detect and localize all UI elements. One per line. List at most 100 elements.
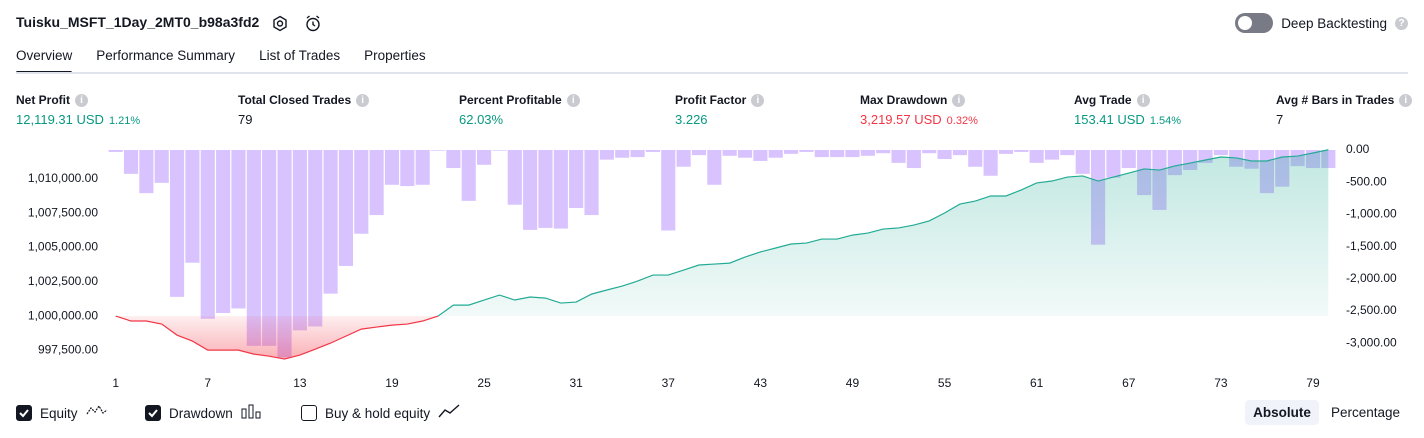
y2-tick-label: -3,000.00 (1346, 335, 1397, 349)
tab-bar: Overview Performance Summary List of Trade… (16, 48, 426, 74)
info-icon[interactable]: i (1136, 93, 1150, 107)
info-icon[interactable]: i (952, 93, 966, 107)
stat: Percent Profitable i 62.03% (459, 93, 580, 127)
tab[interactable]: Properties (364, 48, 426, 63)
x-tick-label: 31 (569, 376, 583, 390)
legend-glyph (86, 404, 107, 415)
stat-label-row: Avg # Bars in Trades i (1276, 93, 1413, 107)
x-tick-label: 13 (293, 376, 307, 390)
tab[interactable]: List of Trades (259, 48, 341, 63)
drawdown-bar (691, 150, 707, 156)
settings-icon[interactable] (273, 15, 287, 32)
x-tick-label: 61 (1030, 376, 1044, 390)
stat-value: 3.226 (675, 112, 708, 127)
toggle-knob (1238, 16, 1253, 30)
stat-value: 7 (1276, 112, 1284, 127)
stat-percent: 1.54% (1149, 115, 1182, 127)
stat-label: Avg # Bars in Trades (1276, 93, 1395, 107)
drawdown-bar (461, 150, 476, 201)
stat-value-row: 62.03% (459, 112, 580, 127)
check-mark (148, 409, 158, 418)
legend-icon (241, 404, 263, 422)
checkbox[interactable] (145, 405, 161, 421)
drawdown-bar (661, 150, 676, 231)
drawdown-bar (231, 150, 246, 309)
y2-tick-label: -2,500.00 (1346, 303, 1397, 317)
checkbox[interactable] (301, 405, 317, 421)
view-mode-button[interactable]: Absolute (1245, 400, 1319, 425)
drawdown-bar (246, 150, 261, 346)
legend-item[interactable]: Drawdown (145, 404, 263, 422)
info-icon[interactable]: i (75, 93, 88, 107)
alert-icon[interactable] (306, 15, 320, 32)
y2-tick-label: -1,500.00 (1346, 239, 1397, 253)
y-tick-label: 1,000,000.00 (28, 308, 98, 322)
x-tick-label: 1 (112, 376, 119, 390)
x-tick-label: 37 (662, 376, 676, 390)
drawdown-bar (523, 150, 538, 230)
tab[interactable]: Performance Summary (96, 48, 236, 63)
equity-chart: 997,500.00 1,000,000.00 1,002,500.00 1,005,… (28, 142, 1397, 390)
stat-label: Max Drawdown (860, 93, 948, 107)
view-mode-button[interactable]: Percentage (1330, 405, 1400, 420)
drawdown-bar (569, 150, 584, 208)
stat-value: 62.03% (459, 112, 504, 127)
x-tick-label: 49 (846, 376, 860, 390)
drawdown-bar (430, 150, 446, 151)
stat-percent: 0.32% (946, 115, 978, 127)
stat-label-row: Total Closed Trades i (238, 93, 370, 107)
separator (16, 72, 1408, 74)
info-icon[interactable]: i (356, 93, 370, 107)
drawdown-bar (308, 150, 323, 327)
y-tick-label: 1,005,000.00 (28, 240, 98, 254)
stat-value-row: 12,119.31 USD 1.21% (16, 112, 140, 127)
checkbox[interactable] (16, 405, 32, 421)
drawdown-bar (200, 150, 215, 319)
drawdown-bar (1121, 150, 1136, 169)
drawdown-bar (722, 150, 737, 156)
drawdown-bar (876, 150, 891, 154)
stat-value: 3,219.57 USD (860, 112, 942, 127)
toggle-switch[interactable] (1235, 13, 1274, 33)
drawdown-bar (645, 150, 660, 152)
strategy-title: Tuisku_MSFT_1Day_2MT0_b98a3fd2 (16, 14, 260, 30)
drawdown-bar (384, 150, 400, 185)
drawdown-bar (154, 150, 169, 183)
title-icons (273, 15, 320, 32)
drawdown-bar (446, 150, 461, 169)
drawdown-bar (538, 150, 553, 228)
drawdown-bar (216, 150, 231, 313)
toggle-label: Deep Backtesting (1281, 15, 1387, 31)
drawdown-bar (599, 150, 614, 160)
stat-value-row: 7 (1276, 112, 1412, 127)
drawdown-bar (415, 150, 430, 185)
tab[interactable]: Overview (16, 48, 73, 74)
drawdown-bar (906, 150, 921, 169)
x-tick-label: 7 (204, 376, 211, 390)
y-tick-label: 1,007,500.00 (28, 205, 98, 219)
drawdown-bar (998, 150, 1014, 154)
drawdown-bar (845, 150, 860, 158)
y-tick-label: 1,002,500.00 (28, 274, 98, 288)
info-icon[interactable]: i (566, 93, 580, 107)
drawdown-bar (369, 150, 384, 216)
drawdown-bar (891, 150, 906, 163)
x-tick-label: 43 (754, 376, 768, 390)
legend-item[interactable]: Equity (16, 404, 108, 422)
info-icon[interactable]: i (751, 93, 765, 107)
drawdown-bar (338, 150, 353, 266)
legend-icon (86, 404, 108, 422)
y2-tick-label: 0.00 (1346, 142, 1370, 156)
equity-line (115, 149, 1329, 360)
stat-value: 153.41 USD (1074, 112, 1145, 127)
stat-label: Net Profit (16, 93, 70, 107)
legend-item[interactable]: Buy & hold equity (301, 404, 460, 422)
help-icon[interactable]: ? (1395, 16, 1408, 30)
info-icon[interactable]: i (1399, 93, 1413, 107)
drawdown-bar (123, 150, 139, 174)
legend-glyph (438, 404, 460, 418)
stat-label: Total Closed Trades (238, 93, 352, 107)
drawdown-bar (615, 150, 630, 158)
stat: Max Drawdown i 3,219.57 USD 0.32% (860, 93, 978, 127)
legend-label: Drawdown (169, 405, 233, 421)
